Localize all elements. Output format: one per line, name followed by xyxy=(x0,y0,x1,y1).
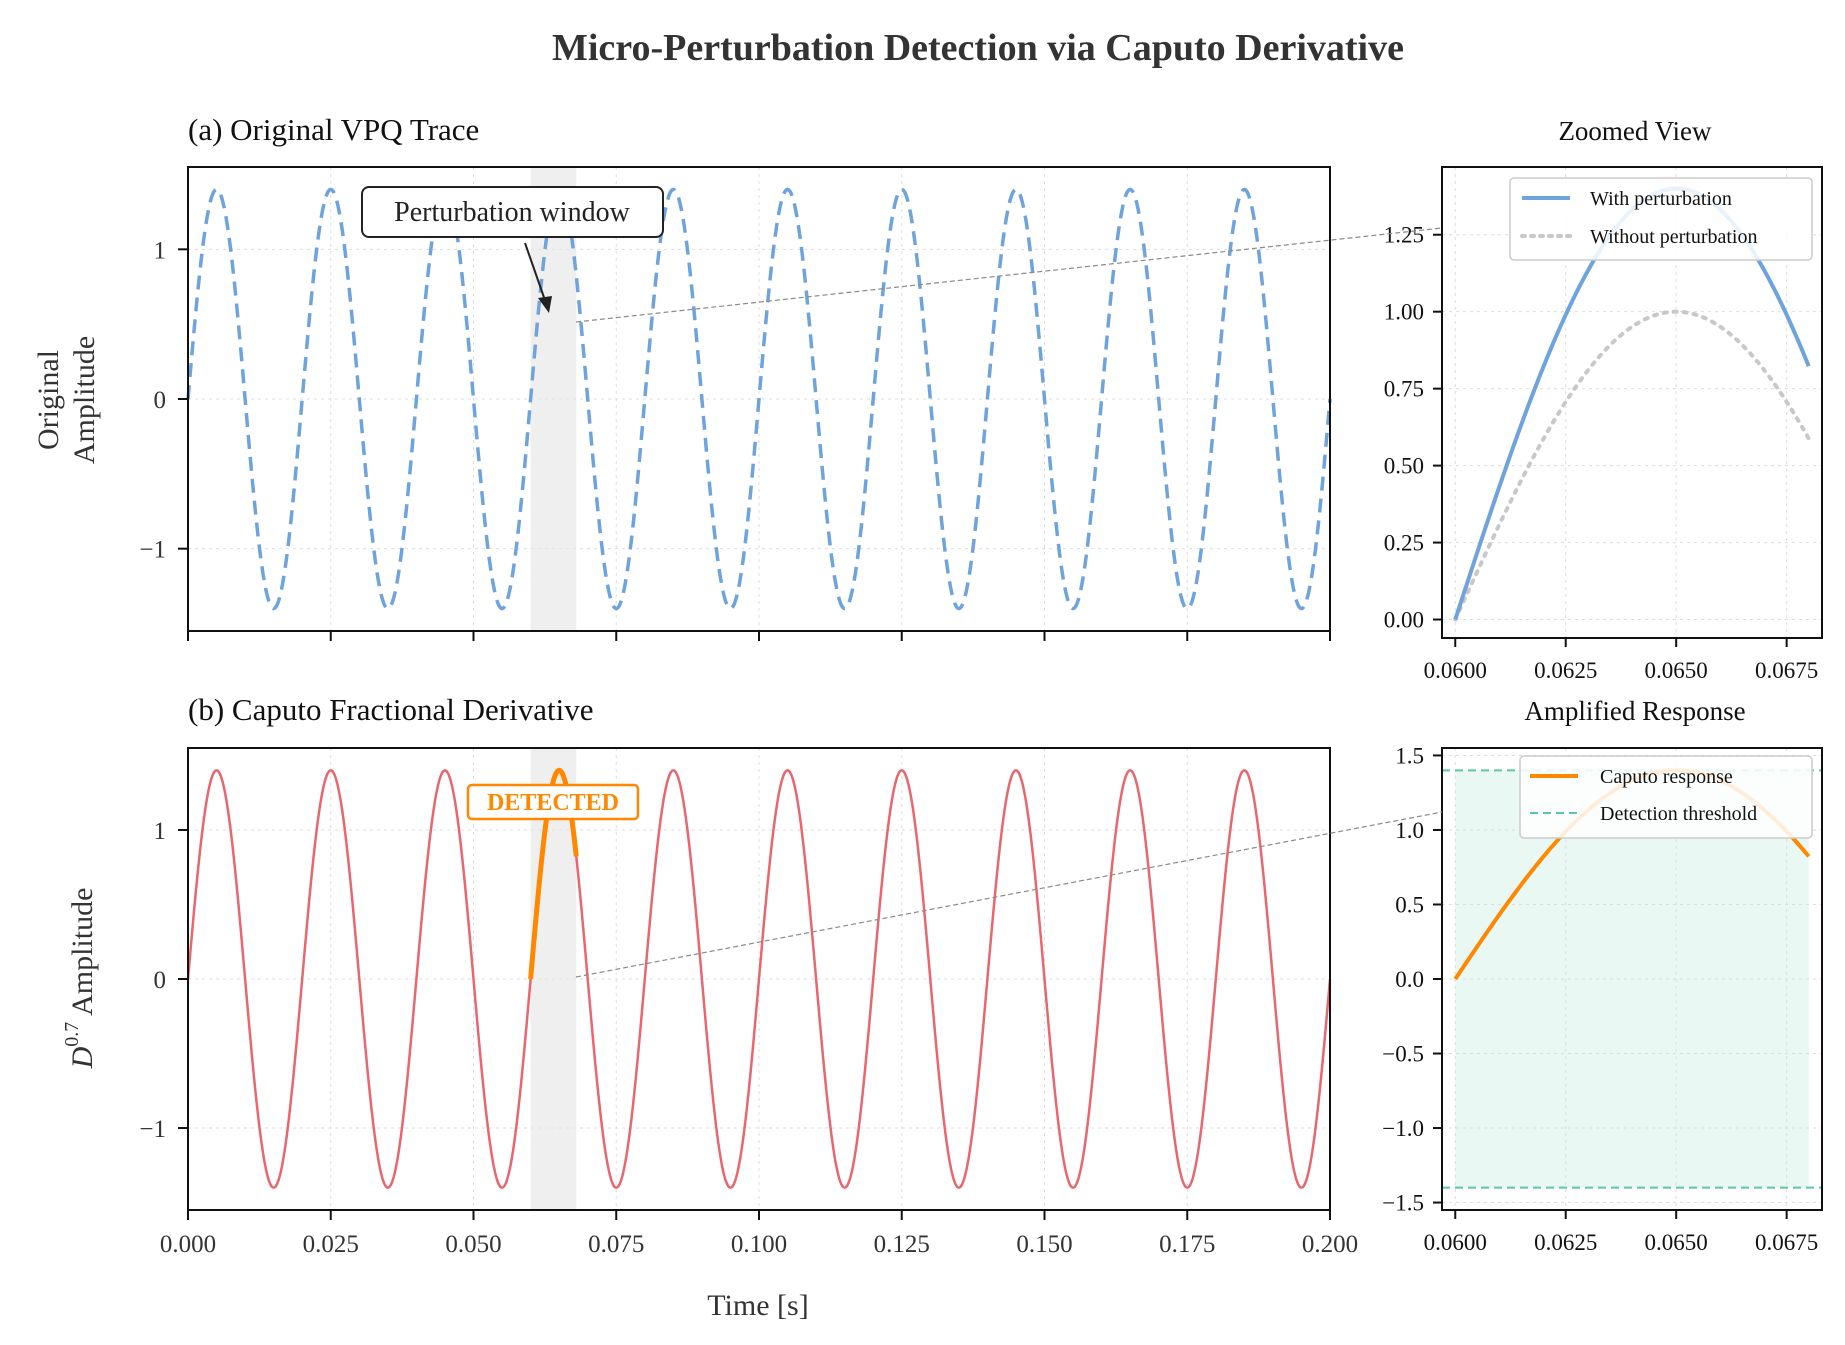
ylabel-b-rest: Amplitude xyxy=(66,888,99,1022)
panel-b-ylabel: D0.7 Amplitude xyxy=(61,888,99,1070)
panel-a-perturbation-window xyxy=(530,167,577,631)
annotation-box xyxy=(361,186,664,238)
zb-ytick-label: 0.5 xyxy=(1395,892,1424,917)
b-xtick-label: 0.000 xyxy=(160,1231,216,1258)
panel-b-ticks: 0.000 0.025 0.050 0.075 0.100 0.125 0.150 0.175… xyxy=(139,818,1358,1258)
za-ytick-label: 0.75 xyxy=(1384,377,1424,402)
za-xtick-label: 0.0600 xyxy=(1424,658,1487,683)
b-xtick-label: 0.050 xyxy=(445,1231,501,1258)
b-xtick-label: 0.125 xyxy=(874,1231,930,1258)
panel-a: −1 0 1 xyxy=(139,166,1332,641)
connector-a xyxy=(575,227,1443,323)
b-xtick-label: 0.100 xyxy=(731,1231,787,1258)
za-ytick-label: 0.00 xyxy=(1384,608,1424,633)
ylabel-b-base: D xyxy=(66,1046,99,1069)
za-ytick-label: 0.50 xyxy=(1384,454,1424,479)
za-xtick-label: 0.0625 xyxy=(1534,658,1597,683)
detected-box xyxy=(466,783,640,821)
a-ytick-label: −1 xyxy=(139,537,166,564)
zb-xtick-label: 0.0625 xyxy=(1534,1230,1597,1255)
zoom-b: 0.0600 0.0625 0.0650 0.0675 −1.5 −1.0 −0.5 0.0 0… xyxy=(1382,743,1823,1255)
connector-b xyxy=(575,811,1443,978)
zb-ytick-label: −1.5 xyxy=(1382,1191,1424,1216)
panel-a-ylabel-line1: Original xyxy=(32,350,65,450)
annotation-arrow-head xyxy=(538,296,552,313)
panel-a-title: (a) Original VPQ Trace xyxy=(188,112,479,147)
b-xtick-label: 0.150 xyxy=(1016,1231,1072,1258)
panel-b-trace xyxy=(186,769,1332,1189)
panel-a-ylabel-line2: Amplitude xyxy=(68,336,101,464)
zb-ytick-label: −0.5 xyxy=(1382,1042,1424,1067)
zoom-a-without-perturbation xyxy=(1453,309,1811,622)
zoom-b-title: Amplified Response xyxy=(1524,696,1745,726)
za-ytick-label: 0.25 xyxy=(1384,531,1424,556)
zoom-b-legend-box xyxy=(1519,755,1813,839)
zoom-a-legend: With perturbation Without perturbation xyxy=(1509,177,1813,261)
annotation-arrow-shaft xyxy=(524,242,548,307)
zb-ytick-label: 0.0 xyxy=(1395,967,1424,992)
za-ytick-label: 1.00 xyxy=(1384,300,1424,325)
a-ytick-label: 0 xyxy=(154,387,167,414)
zoom-a-title: Zoomed View xyxy=(1558,116,1712,146)
annotation-text: Perturbation window xyxy=(394,197,630,228)
panel-b-title: (b) Caputo Fractional Derivative xyxy=(188,692,593,727)
zb-ytick-label: −1.0 xyxy=(1382,1116,1424,1141)
b-ytick-label: 1 xyxy=(154,818,167,845)
b-ytick-label: 0 xyxy=(154,967,167,994)
b-xtick-label: 0.200 xyxy=(1302,1231,1358,1258)
b-xtick-label: 0.175 xyxy=(1159,1231,1215,1258)
zoom-a-frame xyxy=(1441,166,1823,639)
panel-a-ticks: −1 0 1 xyxy=(139,237,1331,641)
zb-ytick-label: 1.5 xyxy=(1395,743,1424,768)
panel-b-frame xyxy=(187,747,1331,1211)
ylabel-b-sup: 0.7 xyxy=(61,1022,83,1047)
legend-detection-threshold: Detection threshold xyxy=(1600,803,1757,825)
zoom-b-frame xyxy=(1441,747,1823,1211)
za-xtick-label: 0.0675 xyxy=(1755,658,1818,683)
panel-b-perturbation-window xyxy=(530,748,577,1210)
x-axis-label: Time [s] xyxy=(707,1289,808,1322)
za-ytick-label: 1.25 xyxy=(1384,223,1424,248)
b-xtick-label: 0.075 xyxy=(588,1231,644,1258)
legend-with-perturbation: With perturbation xyxy=(1590,188,1732,210)
zb-xtick-label: 0.0600 xyxy=(1424,1230,1487,1255)
zb-xtick-label: 0.0650 xyxy=(1645,1230,1708,1255)
zb-ytick-label: 1.0 xyxy=(1395,818,1424,843)
zoom-a: 0.0600 0.0625 0.0650 0.0675 0.00 0.25 0.50 0.75… xyxy=(1384,166,1823,683)
detected-text: DETECTED xyxy=(487,790,619,816)
figure-title: Micro-Perturbation Detection via Caputo … xyxy=(552,27,1404,69)
a-ytick-label: 1 xyxy=(154,237,167,264)
zb-xtick-label: 0.0675 xyxy=(1755,1230,1818,1255)
zoom-a-ticks: 0.0600 0.0625 0.0650 0.0675 0.00 0.25 0.50 0.75… xyxy=(1384,223,1819,683)
panel-a-trace xyxy=(186,187,1332,611)
zoom-b-ticks: 0.0600 0.0625 0.0650 0.0675 −1.5 −1.0 −0.5 0.0 0… xyxy=(1382,743,1818,1255)
za-xtick-label: 0.0650 xyxy=(1645,658,1708,683)
panel-a-frame xyxy=(187,166,1331,632)
legend-without-perturbation: Without perturbation xyxy=(1590,226,1758,248)
legend-caputo-response: Caputo response xyxy=(1600,766,1733,788)
b-ytick-label: −1 xyxy=(139,1116,166,1143)
zoom-b-legend: Caputo response Detection threshold xyxy=(1519,755,1813,839)
perturbation-window-annotation: Perturbation window xyxy=(361,186,664,313)
panel-b: 0.000 0.025 0.050 0.075 0.100 0.125 0.150 0.175… xyxy=(139,747,1358,1258)
detected-badge: DETECTED xyxy=(466,783,640,821)
b-xtick-label: 0.025 xyxy=(303,1231,359,1258)
zoom-a-legend-box xyxy=(1509,177,1813,261)
